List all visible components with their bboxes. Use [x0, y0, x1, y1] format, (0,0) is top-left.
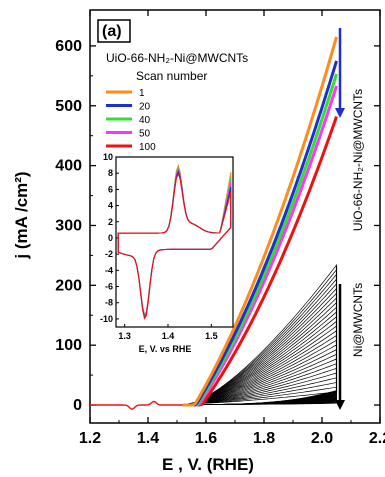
- inset-y-tick-label: -6: [105, 282, 113, 292]
- series-line-40: [185, 73, 338, 407]
- ni-mwcnts-band: [188, 263, 338, 405]
- ni-trace: [188, 391, 337, 405]
- arrow-ni-down: [335, 284, 345, 410]
- inset-y-tick-label: -4: [105, 265, 113, 275]
- legend-label-100: 100: [139, 142, 156, 153]
- series-line-50: [187, 85, 338, 407]
- material-label: UiO-66-NH₂-Ni@MWCNTs: [106, 51, 248, 65]
- x-tick-label: 1.8: [253, 430, 275, 447]
- inset-y-tick-label: -2: [105, 249, 113, 259]
- baseline-trace: [90, 400, 192, 410]
- legend-label-40: 40: [139, 115, 151, 126]
- y-axis-title: j (mA /cm²): [12, 171, 31, 259]
- x-axis-title: E , V. (RHE): [162, 455, 254, 474]
- inset-y-tick-label: -10: [100, 314, 113, 324]
- y-tick-label: 400: [55, 158, 82, 175]
- series-line-100: [190, 116, 338, 407]
- legend-label-50: 50: [139, 129, 151, 140]
- y-tick-label: 0: [73, 397, 82, 414]
- panel-label: (a): [102, 23, 122, 40]
- series-line-20: [184, 60, 338, 407]
- x-tick-label: 2.0: [311, 430, 333, 447]
- inset-x-tick-label: 1.3: [118, 331, 131, 341]
- annotation-ni-label: Ni@MWCNTs: [351, 283, 365, 357]
- annotation-uio-label: UiO-66-NH₂-Ni@MWCNTs: [351, 89, 365, 231]
- y-tick-label: 600: [55, 38, 82, 55]
- legend-title: Scan number: [136, 69, 207, 83]
- panel-label-box: [97, 19, 131, 43]
- series-line-1: [182, 36, 338, 407]
- arrow-uio-down: [335, 28, 345, 118]
- inset-cv-curves: [117, 163, 232, 320]
- y-tick-label: 100: [55, 337, 82, 354]
- inset-plot-area: 10 8 6 4 2 0 -2 -4 -6 -8 -10 1.3 1.4 1.5: [100, 152, 234, 341]
- inset-y-tick-label: 10: [103, 152, 113, 162]
- legend-label-1: 1: [139, 88, 145, 99]
- inset-y-tick-label: -8: [105, 298, 113, 308]
- inset-y-tick-label: 6: [108, 184, 113, 194]
- x-tick-label: 1.4: [137, 430, 159, 447]
- y-tick-label: 300: [55, 217, 82, 234]
- inset-x-tick-label: 1.4: [162, 331, 175, 341]
- inset-y-tick-label: 0: [108, 233, 113, 243]
- inset-y-tick-label: 2: [108, 217, 113, 227]
- y-tick-label: 200: [55, 277, 82, 294]
- y-tick-label: 500: [55, 98, 82, 115]
- inset-y-tick-label: 8: [108, 168, 113, 178]
- inset-x-axis-title: E, V. vs RHE: [139, 344, 192, 354]
- x-tick-label: 2.2: [369, 430, 385, 447]
- inset-y-tick-label: 4: [108, 201, 113, 211]
- inset-cv-trace: [117, 172, 232, 320]
- legend: 1 20 40 50 100: [106, 88, 156, 153]
- inset-x-tick-label: 1.5: [205, 331, 218, 341]
- x-tick-label: 1.2: [79, 430, 101, 447]
- legend-label-20: 20: [139, 102, 151, 113]
- x-tick-label: 1.6: [195, 430, 217, 447]
